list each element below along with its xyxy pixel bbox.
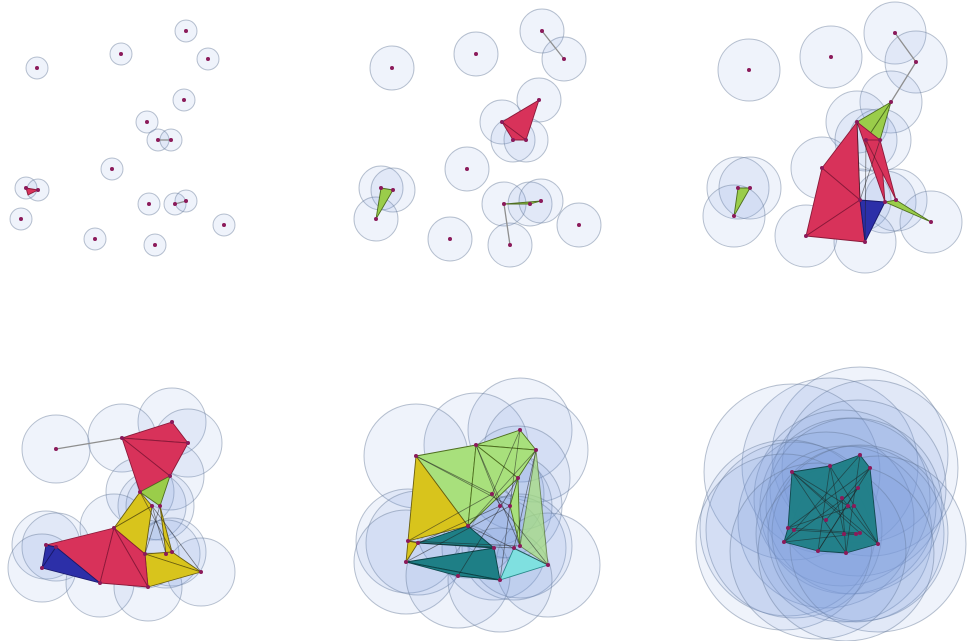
panel-5-wires — [405, 429, 549, 581]
panel-6-complex — [783, 454, 879, 554]
panel-1-vertices — [19, 29, 226, 247]
panel-6-vertices — [782, 453, 880, 555]
panel-5-complex — [405, 429, 549, 581]
panel-2-complex — [375, 30, 565, 246]
panel-4-vertices — [40, 420, 203, 589]
panel-2 — [353, 8, 602, 268]
panel-1-disks — [9, 19, 236, 257]
panel-4 — [7, 387, 236, 622]
panel-6 — [695, 366, 967, 641]
panel-4-complex — [41, 421, 202, 588]
panel-1 — [9, 19, 236, 257]
panel-2-disks — [353, 8, 602, 268]
panel-3-vertices — [732, 31, 933, 244]
panel-3-complex — [733, 32, 932, 243]
panel-2-vertices — [374, 29, 581, 247]
panel-4-disks — [7, 387, 236, 622]
panel-5-vertices — [404, 428, 550, 582]
panel-3 — [702, 1, 963, 274]
panel-5 — [353, 377, 601, 633]
